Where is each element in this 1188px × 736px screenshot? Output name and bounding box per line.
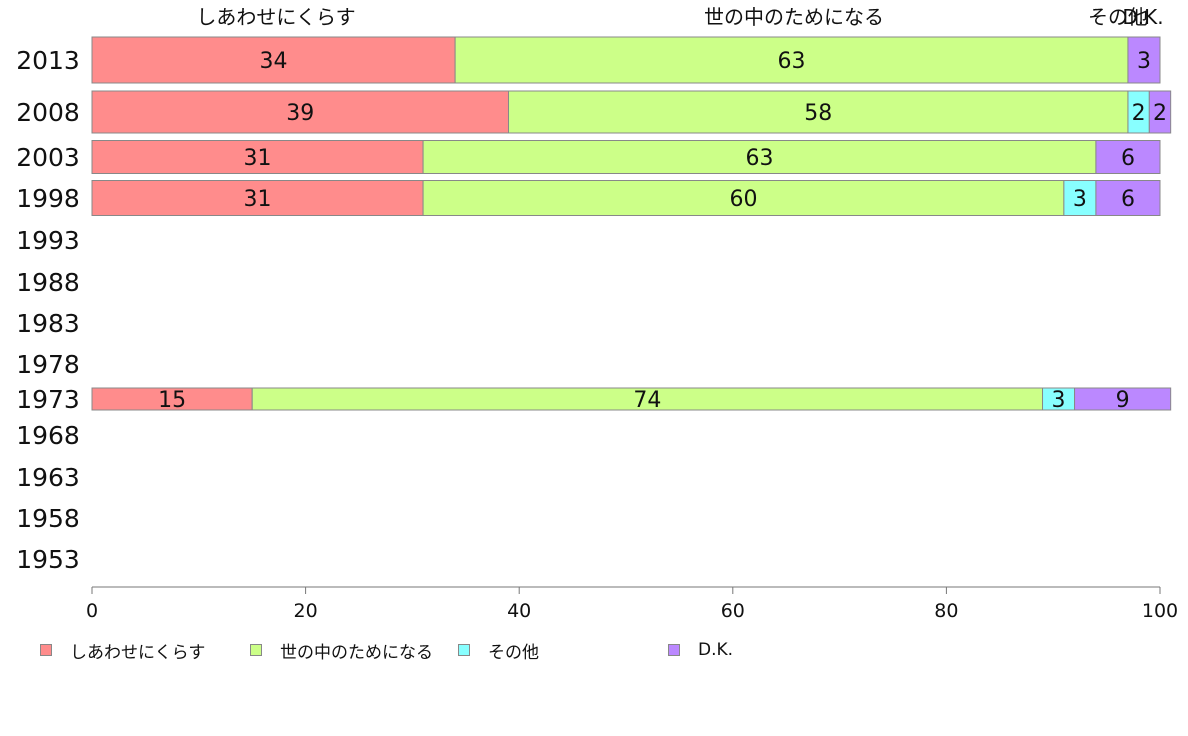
category-label: 1958 [16,504,80,533]
legend-swatch-dk [668,644,680,656]
legend-swatch-other [458,644,470,656]
bar-segment [454,36,1129,84]
category-label: 2008 [16,98,80,127]
legend-item-society: 世の中のためになる [250,636,433,664]
data-label: 6 [1121,146,1135,171]
bar-segment [1095,140,1161,174]
data-label: 9 [1116,388,1130,413]
data-label: 6 [1121,187,1135,212]
legend: しあわせにくらす 世の中のためになる その他 D.K. [40,636,1140,664]
category-label: 2003 [16,143,80,172]
stacked-bar-chart: しあわせにくらす 世の中のためになる その他D.K.2013200820031998… [16,5,1178,622]
data-label: 63 [746,146,774,171]
data-label: 63 [778,49,806,74]
legend-swatch-society [250,644,262,656]
bar-segment [91,90,510,134]
category-label: 2013 [16,46,80,75]
x-tick-label: 60 [721,600,745,622]
x-tick-label: 0 [86,600,98,622]
data-label: 3 [1052,388,1066,413]
data-label: 31 [244,187,272,212]
bar-segment [508,90,1129,134]
bar-segment [1074,387,1172,411]
data-label: 15 [158,388,186,413]
data-label: 60 [729,187,757,212]
legend-item-happy: しあわせにくらす [40,636,205,664]
legend-label-happy: しあわせにくらす [70,642,206,663]
data-label: 3 [1073,187,1087,212]
data-label: 2 [1153,101,1167,126]
bar-segment [422,140,1097,174]
category-label: 1993 [16,226,80,255]
legend-item-dk: D.K. [668,636,733,664]
top-series-label: しあわせにくらす [196,5,355,29]
data-label: 34 [260,49,288,74]
legend-item-other: その他 [458,636,539,664]
bar-segment [91,36,456,84]
category-label: 1973 [16,385,80,414]
category-label: 1978 [16,350,80,379]
data-label: 39 [286,101,314,126]
category-label: 1998 [16,184,80,213]
legend-label-society: 世の中のためになる [280,642,433,663]
category-label: 1953 [16,545,80,574]
data-label: 58 [804,101,832,126]
bar-segment [91,180,424,216]
bar-segment [1095,180,1161,216]
data-label: 31 [244,146,272,171]
category-label: 1988 [16,268,80,297]
bar-segment [1063,180,1097,216]
x-tick-label: 100 [1142,600,1178,622]
category-label: 1963 [16,463,80,492]
category-label: 1968 [16,421,80,450]
top-series-label: その他 [1088,5,1148,29]
data-label: 3 [1137,49,1151,74]
top-series-label: 世の中のためになる [704,5,884,29]
bar-segment [422,180,1065,216]
legend-label-other: その他 [488,642,539,663]
top-series-label: D.K. [1122,5,1163,29]
x-tick-label: 40 [507,600,531,622]
bar-segment [91,140,424,174]
legend-label-dk: D.K. [698,640,734,660]
data-label: 2 [1132,101,1146,126]
data-label: 74 [633,388,661,413]
bar-segment [1148,90,1172,134]
x-tick-label: 80 [934,600,958,622]
x-tick-label: 20 [294,600,318,622]
legend-swatch-happy [40,644,52,656]
bar-segment [1127,36,1161,84]
category-label: 1983 [16,309,80,338]
